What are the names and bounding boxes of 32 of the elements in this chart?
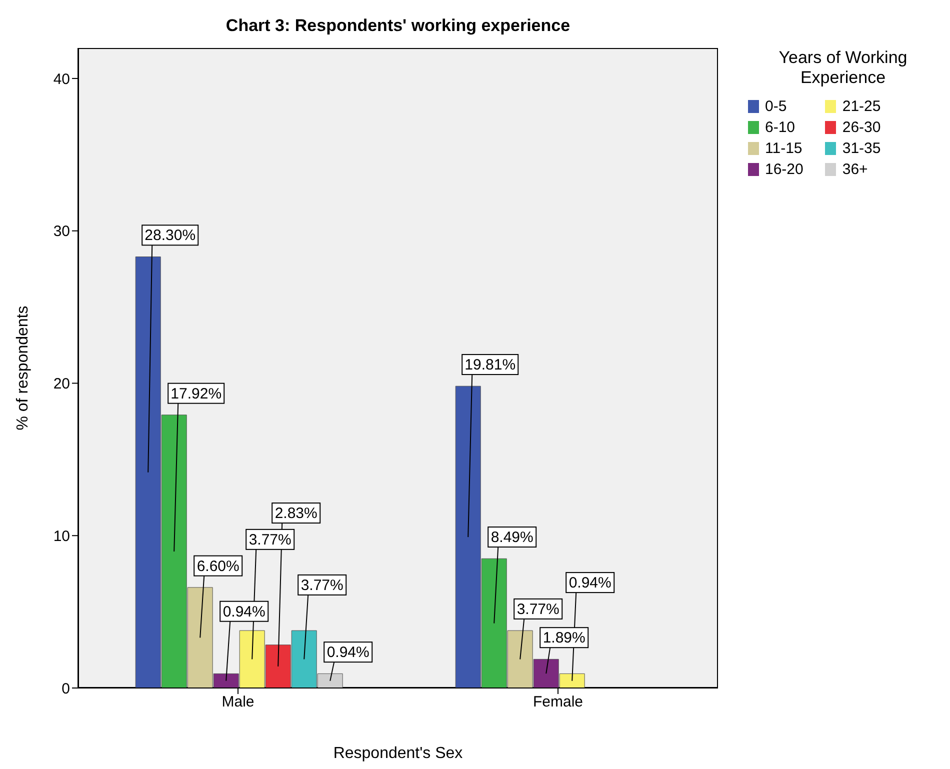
legend-label: 26-30 xyxy=(842,119,881,136)
data-label: 2.83% xyxy=(274,505,318,522)
data-label: 28.30% xyxy=(144,227,196,244)
y-tick-label: 10 xyxy=(53,528,70,545)
data-label: 0.94% xyxy=(568,574,612,592)
y-tick-label: 30 xyxy=(53,223,70,240)
legend-title: Years of Working Experience xyxy=(778,48,908,88)
x-tick-label: Male xyxy=(222,694,254,711)
legend-label: 0-5 xyxy=(765,98,787,115)
legend-label: 21-25 xyxy=(842,98,881,115)
x-axis-title: Respondent's Sex xyxy=(333,745,463,762)
legend-label: 11-15 xyxy=(765,140,802,157)
data-label: 8.49% xyxy=(490,529,534,546)
data-label: 6.60% xyxy=(196,558,240,575)
data-label: 17.92% xyxy=(170,385,222,402)
y-tick-label: 20 xyxy=(53,376,70,393)
chart-title: Chart 3: Respondents' working experience xyxy=(224,16,572,36)
data-label: 0.94% xyxy=(326,644,370,662)
legend-label: 36+ xyxy=(842,161,868,178)
data-label: 1.89% xyxy=(542,630,586,647)
legend-label: 16-20 xyxy=(765,161,804,178)
data-label: 3.77% xyxy=(248,531,292,548)
y-axis-title: % of respondents xyxy=(14,306,32,430)
data-label: 3.77% xyxy=(300,576,344,594)
y-tick-label: 40 xyxy=(53,70,70,88)
data-label: 3.77% xyxy=(516,600,560,618)
x-tick-label: Female xyxy=(532,694,584,711)
legend-label: 6-10 xyxy=(765,119,796,136)
y-tick-label: 0 xyxy=(62,680,70,698)
data-label: 0.94% xyxy=(222,603,266,620)
data-label: 19.81% xyxy=(464,356,516,374)
legend-label: 31-35 xyxy=(842,140,881,157)
